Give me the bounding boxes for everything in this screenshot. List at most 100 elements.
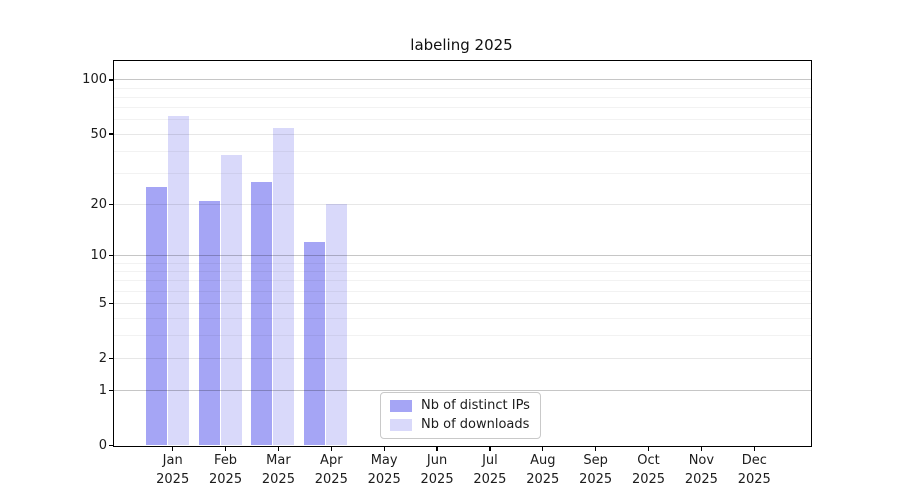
x-tick-month: Sep (583, 453, 608, 468)
x-tick-label: Apr 2025 (299, 452, 363, 489)
gridline (114, 150, 811, 152)
legend-label-downloads: Nb of downloads (421, 417, 530, 432)
x-tick-mark (172, 446, 174, 451)
chart-title: labeling 2025 (410, 36, 513, 54)
gridline (114, 335, 811, 337)
x-tick-mark (542, 446, 544, 451)
bar-nb-of-downloads-mar (273, 128, 295, 446)
x-tick-year: 2025 (579, 471, 613, 487)
gridline (114, 255, 811, 257)
x-tick-year: 2025 (631, 471, 666, 487)
x-tick-mark (436, 446, 438, 451)
gridline (114, 133, 811, 135)
legend-swatch-downloads-icon (390, 419, 412, 431)
y-tick-label: 10 (90, 248, 107, 264)
y-tick-label: 100 (82, 72, 107, 88)
gridline (114, 79, 811, 81)
x-tick-label: Oct 2025 (617, 452, 681, 489)
x-tick-label: Nov 2025 (669, 452, 733, 489)
x-tick-mark (489, 446, 491, 451)
gridline (114, 357, 811, 359)
x-tick-year: 2025 (684, 471, 718, 487)
y-tick-label: 2 (98, 350, 107, 366)
legend-swatch-distinct-ips-icon (390, 400, 412, 412)
y-tick-label: 5 (98, 296, 107, 312)
x-tick-label: Aug 2025 (511, 452, 575, 489)
x-tick-label: Dec 2025 (722, 452, 786, 489)
y-tick-mark (108, 357, 113, 360)
x-tick-mark (330, 446, 332, 451)
bar-nb-of-distinct-ips-apr (304, 242, 326, 446)
gridline (114, 203, 811, 205)
x-tick-label: Jul 2025 (458, 452, 522, 489)
x-tick-year: 2025 (261, 471, 295, 487)
x-tick-month: Apr (320, 453, 343, 468)
legend-item-downloads: Nb of downloads (390, 417, 530, 433)
x-tick-label: Feb 2025 (194, 452, 258, 489)
bar-nb-of-downloads-apr (326, 204, 348, 446)
gridline (114, 317, 811, 319)
x-tick-mark (700, 446, 703, 451)
x-tick-month: Aug (530, 453, 556, 468)
y-tick-mark (108, 444, 113, 447)
gridline (114, 303, 811, 305)
x-tick-mark (647, 446, 650, 451)
gridline (114, 270, 811, 272)
y-tick-label: 1 (98, 383, 107, 399)
gridline (114, 262, 811, 264)
gridline (114, 290, 811, 292)
y-tick-mark (108, 203, 113, 206)
bar-nb-of-distinct-ips-jan (145, 187, 167, 446)
x-tick-month: May (370, 453, 398, 468)
bar-nb-of-downloads-feb (220, 155, 242, 446)
x-tick-label: Jan 2025 (141, 452, 205, 489)
x-tick-year: 2025 (473, 471, 507, 487)
x-tick-month: Oct (637, 453, 660, 468)
gridline (114, 119, 811, 121)
x-tick-year: 2025 (367, 471, 401, 487)
x-tick-month: Dec (741, 453, 767, 468)
x-tick-label: Jun 2025 (405, 452, 469, 489)
legend-label-distinct-ips: Nb of distinct IPs (421, 398, 530, 413)
y-tick-mark (108, 389, 113, 392)
y-tick-mark (108, 254, 113, 257)
x-tick-mark (595, 446, 597, 451)
x-tick-month: Jan (162, 453, 183, 468)
y-tick-label: 50 (90, 126, 107, 142)
x-tick-month: Jun (426, 453, 448, 468)
gridline (114, 96, 811, 98)
x-tick-mark (753, 446, 755, 451)
x-tick-mark (224, 446, 227, 451)
bar-nb-of-distinct-ips-feb (198, 200, 220, 446)
gridline (114, 107, 811, 109)
x-tick-year: 2025 (209, 471, 243, 487)
x-tick-year: 2025 (314, 471, 348, 487)
y-tick-label: 20 (90, 196, 107, 212)
x-tick-label: Sep 2025 (564, 452, 628, 489)
gridline (114, 87, 811, 89)
gridline (114, 173, 811, 175)
plot-area: 100 50 20 10 5 2 1 0 Jan 2025 Feb 2025 Mar 2025 Apr 202… (82, 60, 812, 487)
x-tick-month: Feb (214, 453, 238, 468)
x-tick-year: 2025 (737, 471, 771, 487)
y-tick-mark (108, 133, 113, 135)
x-tick-month: Nov (688, 453, 715, 468)
x-tick-month: Mar (266, 453, 291, 468)
x-tick-year: 2025 (526, 471, 560, 487)
x-tick-mark (277, 446, 280, 451)
gridline (114, 280, 811, 282)
legend: Nb of distinct IPs Nb of downloads (380, 392, 541, 439)
x-tick-label: May 2025 (352, 452, 416, 489)
bar-nb-of-distinct-ips-mar (251, 181, 273, 446)
y-tick-label: 0 (98, 438, 107, 453)
y-tick-mark (108, 302, 113, 305)
gridline (114, 390, 811, 392)
x-tick-label: Mar 2025 (246, 452, 310, 489)
legend-item-distinct-ips: Nb of distinct IPs (390, 398, 530, 414)
x-tick-year: 2025 (420, 471, 454, 487)
x-tick-month: Jul (482, 453, 498, 468)
x-tick-year: 2025 (156, 471, 190, 487)
y-tick-mark (108, 79, 113, 81)
x-tick-mark (383, 446, 385, 451)
